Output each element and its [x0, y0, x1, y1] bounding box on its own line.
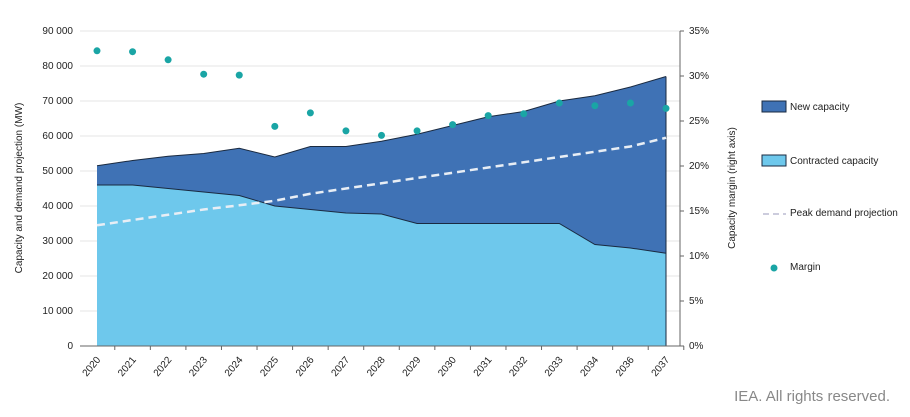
credit: IEA. All rights reserved.: [734, 388, 890, 405]
margin-point: [413, 127, 421, 135]
margin-point: [378, 131, 385, 139]
legend-swatch-new-capacity: [761, 100, 787, 113]
line-total-capacity: [96, 76, 667, 167]
y-tick-label: 30 000: [42, 236, 73, 247]
margin-point: [626, 99, 634, 107]
margin-point: [449, 121, 457, 129]
legend-swatch-margin: [770, 264, 778, 272]
y-axis-title: Capacity and demand projection (MW): [14, 103, 25, 274]
legend-label-margin: Margin: [790, 262, 821, 273]
y-tick-label: 20 000: [42, 271, 73, 282]
y2-tick-label: 20%: [689, 161, 709, 172]
x-tick-label: 2021: [116, 355, 139, 379]
x-tick-label: 2028: [365, 355, 388, 379]
legend-label-new-capacity: New capacity: [790, 102, 850, 113]
margin-point: [235, 71, 243, 79]
y-tick-label: 40 000: [42, 201, 73, 212]
legend-label-peak-demand: Peak demand projection: [790, 208, 898, 219]
y2-tick-label: 0%: [689, 341, 704, 352]
y-tick-label: 80 000: [42, 61, 73, 72]
margin-point: [93, 47, 101, 55]
margin-point: [342, 127, 350, 135]
x-tick-label: 2034: [578, 355, 601, 379]
line-contracted-capacity: [97, 184, 667, 254]
y-tick-label: 0: [67, 341, 73, 352]
legend-label-contracted-capacity: Contracted capacity: [790, 156, 879, 167]
y2-tick-label: 5%: [689, 296, 704, 307]
margin-point: [271, 122, 279, 130]
margin-point: [306, 109, 314, 117]
x-tick-label: 2022: [152, 355, 175, 379]
y2-tick-label: 10%: [689, 251, 709, 262]
area-new-capacity: [97, 76, 666, 254]
margin-point: [555, 99, 563, 107]
area-contracted-capacity: [97, 185, 666, 346]
margin-point: [520, 110, 528, 118]
y-tick-label: 70 000: [42, 96, 73, 107]
x-tick-label: 2026: [294, 355, 317, 379]
margin-point: [662, 104, 670, 112]
margin-point: [200, 70, 208, 78]
legend-swatch-contracted-capacity: [761, 154, 787, 167]
x-tick-label: 2023: [187, 355, 210, 379]
y2-axis-title: Capacity margin (right axis): [727, 127, 738, 249]
x-tick-label: 2031: [472, 355, 495, 379]
y-tick-label: 10 000: [42, 306, 73, 317]
y-tick-label: 90 000: [42, 26, 73, 37]
x-tick-label: 2020: [81, 355, 104, 379]
line-peak-demand: [96, 136, 667, 227]
y2-tick-label: 30%: [689, 71, 709, 82]
y2-tick-label: 35%: [689, 26, 709, 37]
margin-point: [484, 112, 492, 120]
x-tick-label: 2037: [650, 355, 673, 379]
x-tick-label: 2030: [436, 355, 459, 379]
x-tick-label: 2025: [258, 355, 281, 379]
x-tick-label: 2033: [543, 355, 566, 379]
x-tick-label: 2024: [223, 355, 246, 379]
x-tick-label: 2036: [614, 355, 637, 379]
y-tick-label: 50 000: [42, 166, 73, 177]
y-tick-label: 60 000: [42, 131, 73, 142]
margin-point: [591, 102, 599, 110]
x-tick-label: 2029: [401, 355, 424, 379]
x-tick-label: 2027: [330, 355, 353, 379]
y2-tick-label: 15%: [689, 206, 709, 217]
margin-point: [129, 48, 137, 56]
y2-tick-label: 25%: [689, 116, 709, 127]
margin-point: [164, 56, 172, 64]
x-tick-label: 2032: [507, 355, 530, 379]
